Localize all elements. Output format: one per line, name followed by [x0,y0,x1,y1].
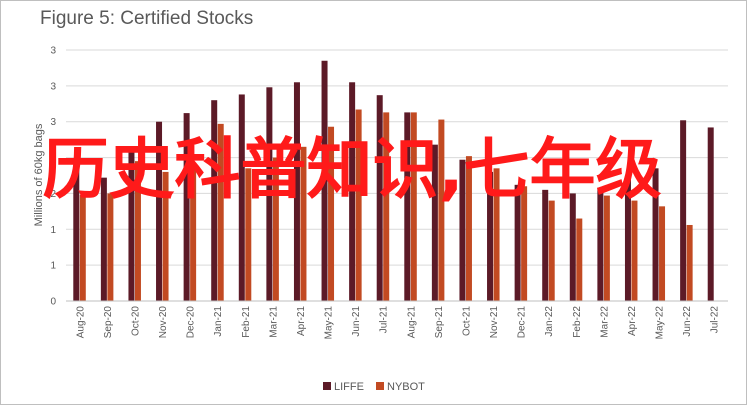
bar-nybot [107,193,114,301]
bar-liffe [652,168,659,301]
x-tick-label: Feb-21 [241,306,252,338]
y-tick-label: 2 [50,153,56,164]
bar-nybot [548,200,555,301]
x-tick-label: Sep-21 [434,306,445,339]
bar-nybot [190,168,197,301]
bar-nybot [355,109,362,301]
bar-liffe [238,94,245,301]
bar-liffe [597,187,604,301]
bar-liffe [183,113,190,301]
bar-liffe [376,95,383,302]
bar-liffe [349,82,356,302]
bar-liffe [293,82,300,302]
x-tick-label: Oct-20 [130,306,141,336]
x-tick-label: May-22 [655,306,666,340]
bar-nybot [79,194,86,301]
bar-liffe [680,120,687,301]
bar-liffe [156,121,163,301]
x-tick-label: Oct-21 [461,306,472,336]
legend: LIFFE NYBOT [323,381,425,393]
gridlines [66,49,728,302]
x-tick-label: Jun-22 [682,306,693,337]
x-tick-label: Dec-21 [517,306,528,339]
x-tick-label: Jun-21 [351,306,362,337]
x-tick-label: Sep-20 [103,306,114,339]
legend-swatch [323,382,331,390]
bar-nybot [576,218,583,301]
bar-nybot [162,171,169,301]
bar-liffe [211,100,218,301]
y-axis-ticks: 0 1 1 2 2 3 3 3 [50,46,56,308]
x-tick-label: Jul-21 [379,306,390,334]
x-tick-label: Aug-21 [406,306,417,339]
y-tick-label: 1 [50,225,56,236]
bar-nybot [217,123,224,301]
legend-label: LIFFE [334,381,364,393]
bar-liffe [100,177,107,301]
bar-liffe [321,60,328,301]
bar-nybot [493,168,500,301]
bar-liffe [459,159,466,301]
x-tick-label: Apr-21 [296,306,307,336]
x-tick-label: Feb-22 [572,306,583,338]
bar-liffe [707,127,714,301]
y-tick-label: 0 [50,297,56,308]
x-tick-label: Jul-22 [710,306,721,334]
bar-nybot [134,161,141,301]
bar-nybot [465,156,472,301]
y-tick-label: 3 [50,81,56,92]
x-tick-label: Aug-20 [75,306,86,339]
overlay-text: 历史科普知识,七年级 [42,131,662,208]
bar-liffe [404,112,411,302]
bar-nybot [245,168,252,301]
y-tick-label: 3 [50,46,56,57]
bar-nybot [631,200,638,301]
bar-nybot [300,146,307,301]
x-tick-label: May-21 [324,306,335,340]
bars [73,60,714,302]
bar-liffe [569,193,576,301]
legend-label: NYBOT [387,381,425,393]
x-tick-label: Jan-21 [213,306,224,337]
x-tick-label: Mar-22 [599,306,610,338]
y-axis-label: Millions of 60kg bags [33,123,45,226]
legend-swatch [376,382,384,390]
x-tick-label: Nov-20 [158,306,169,339]
bar-nybot [603,195,610,301]
bar-liffe [487,171,494,301]
bar-liffe [624,177,631,301]
x-tick-label: Jan-22 [544,306,555,337]
bar-nybot [410,112,417,302]
bar-liffe [431,144,438,301]
y-tick-label: 1 [50,261,56,272]
x-tick-label: Nov-21 [489,306,500,339]
bar-liffe [128,150,135,301]
bar-nybot [272,157,279,301]
bar-liffe [73,164,80,301]
x-tick-label: Mar-21 [268,306,279,338]
bar-nybot [383,112,390,302]
bar-nybot [438,119,445,301]
x-tick-label: Apr-22 [627,306,638,336]
bar-nybot [659,206,666,301]
bar-liffe [542,189,549,301]
chart-title: Figure 5: Certified Stocks [40,8,254,29]
y-tick-label: 3 [50,117,56,128]
bar-nybot [686,224,693,301]
x-tick-label: Dec-20 [186,306,197,339]
bar-nybot [328,126,335,301]
bar-liffe [514,184,521,301]
bar-nybot [521,186,528,301]
x-axis-ticks: Aug-20 Sep-20 Oct-20 Nov-20 Dec-20 Jan-21 Feb-… [75,306,720,340]
bar-liffe [266,87,273,301]
y-tick-label: 2 [50,189,56,200]
